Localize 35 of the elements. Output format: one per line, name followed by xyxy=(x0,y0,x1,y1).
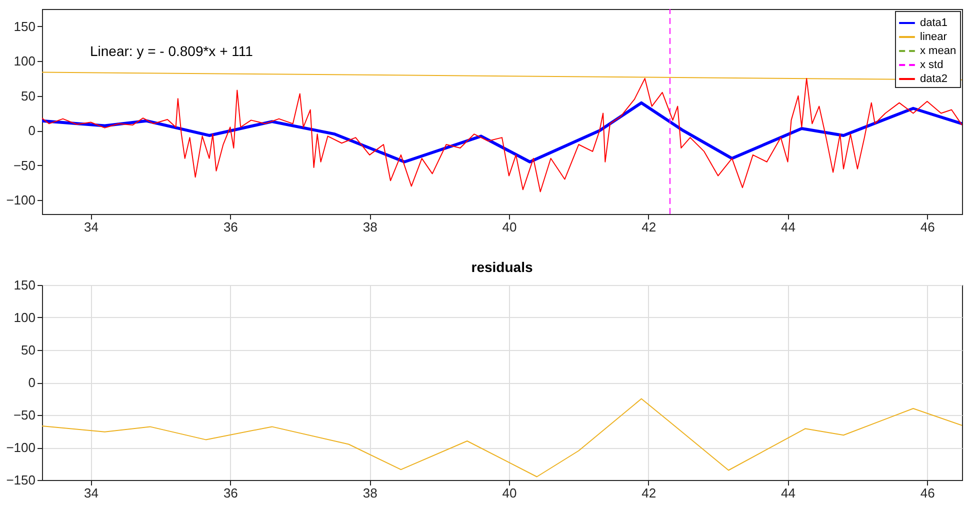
y-tick-label: −50 xyxy=(13,158,36,173)
x-tick-label: 42 xyxy=(642,486,656,500)
legend-label: linear xyxy=(920,31,948,43)
x-tick-label: 38 xyxy=(362,486,378,500)
x-tick-label: 44 xyxy=(781,220,796,234)
y-tick-label: 150 xyxy=(14,18,36,34)
x-tick-label: 36 xyxy=(223,220,238,234)
y-tick-label: −100 xyxy=(6,192,36,208)
x-tick-label: 38 xyxy=(362,220,378,234)
x-tick-label: 46 xyxy=(920,220,935,234)
annotation: Linear: y = - 0.809*x + 111 xyxy=(90,43,254,59)
y-tick-label: 100 xyxy=(14,310,36,325)
legend-label: x mean xyxy=(920,45,956,57)
line-series xyxy=(42,398,962,478)
x-tick-label: 42 xyxy=(642,220,656,234)
x-tick-label: 46 xyxy=(920,486,935,500)
x-tick-label: 34 xyxy=(84,220,99,234)
legend-label: x std xyxy=(920,59,944,71)
legend-label: data1 xyxy=(920,17,948,29)
x-tick-label: 44 xyxy=(781,486,796,500)
x-tick-label: 34 xyxy=(84,486,99,500)
y-tick-label: 50 xyxy=(21,342,36,358)
x-tick-label: 36 xyxy=(223,486,238,500)
y-tick-label: 100 xyxy=(14,54,36,69)
x-tick-label: 40 xyxy=(502,486,517,500)
x-tick-label: 40 xyxy=(502,220,517,234)
y-tick-label: 150 xyxy=(14,278,36,292)
chart-title: residuals xyxy=(471,259,533,275)
y-tick-label: 0 xyxy=(28,375,36,390)
y-tick-label: −50 xyxy=(13,408,36,422)
y-tick-label: −150 xyxy=(6,472,36,488)
y-tick-label: 50 xyxy=(21,88,36,104)
y-tick-label: 0 xyxy=(28,123,36,138)
y-tick-label: −100 xyxy=(6,440,36,455)
legend-label: data2 xyxy=(920,73,948,85)
